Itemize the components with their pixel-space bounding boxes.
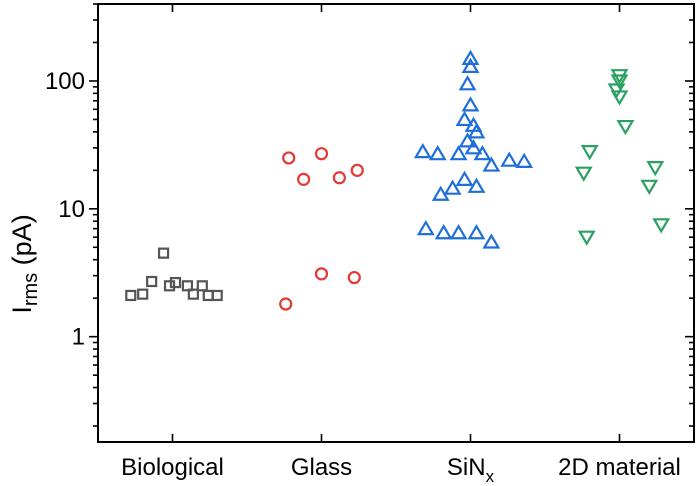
data-point-circle [282,151,296,165]
data-point-triangle-up [482,156,501,172]
data-point-square [163,280,176,292]
data-point-triangle-up [413,142,432,159]
data-point-triangle-up [464,139,483,155]
plot-border [97,3,695,443]
data-point-triangle-up [467,123,486,139]
data-point-triangle-up [449,224,468,240]
data-point-triangle-down [616,119,635,136]
x-axis-ticks: Biological Glass SiNx 2D material [121,4,681,486]
data-point-square [169,276,182,289]
data-point-triangle-down [610,90,629,106]
y-axis-ticks: 1 10 100 [45,3,694,427]
data-point-square [187,288,199,300]
data-point-triangle-up [434,224,453,240]
data-point-triangle-down [580,145,599,161]
x-tick-label: 2D material [558,454,681,481]
x-tick-label: Glass [291,454,352,481]
x-tick-label: Biological [121,454,224,481]
data-point-triangle-down [577,230,596,246]
data-point-triangle-up [449,144,468,161]
data-point-triangle-down [574,166,593,182]
data-point-circle [350,163,364,177]
plot-frame [97,3,695,443]
data-point-triangle-up [461,57,480,74]
x-tick-label: SiNx [447,454,495,486]
data-point-square [202,289,214,302]
data-point-triangle-up [458,75,477,91]
data-point-circle [347,270,361,285]
data-point-square [196,280,208,292]
data-point-triangle-up [455,170,474,186]
data-point-circle [332,171,346,185]
data-point-triangle-down [646,161,665,177]
data-point-circle [314,267,329,281]
data-point-triangle-up [428,144,447,161]
data-point-triangle-up [461,96,480,112]
data-point-square [137,288,149,300]
data-point-triangle-down [610,74,629,90]
data-point-triangle-up [431,185,450,201]
data-point-circle [297,172,311,186]
y-axis-label: Irms (pA) [7,214,42,313]
data-point-triangle-up [467,177,486,193]
data-point-triangle-up [515,152,534,168]
data-point-triangle-up [443,179,462,195]
y-tick-label: 100 [45,68,85,95]
data-point-circle [279,297,293,311]
data-point-triangle-up [455,110,474,127]
data-point-square [181,280,193,292]
data-point-square [211,289,223,302]
y-axis-label-main: I [7,306,37,314]
y-tick-label: 1 [72,324,85,351]
y-axis-label-sub: rms [20,273,42,306]
data-point-triangle-up [458,132,477,148]
data-point-triangle-up [473,144,492,161]
data-point-square [146,275,158,288]
data-point-circle [314,147,329,161]
data-point-triangle-up [461,49,480,66]
data-point-triangle-up [467,224,486,240]
data-point-square [157,247,170,259]
data-point-square [125,289,137,302]
data-point-triangle-down [652,218,671,234]
data-point-triangle-up [416,219,435,236]
data-point-triangle-up [482,233,501,249]
y-axis-label-unit: (pA) [7,214,37,273]
data-point-triangle-down [640,179,659,195]
data-point-triangle-up [500,151,519,167]
data-markers [125,49,671,311]
y-tick-label: 10 [58,196,85,223]
